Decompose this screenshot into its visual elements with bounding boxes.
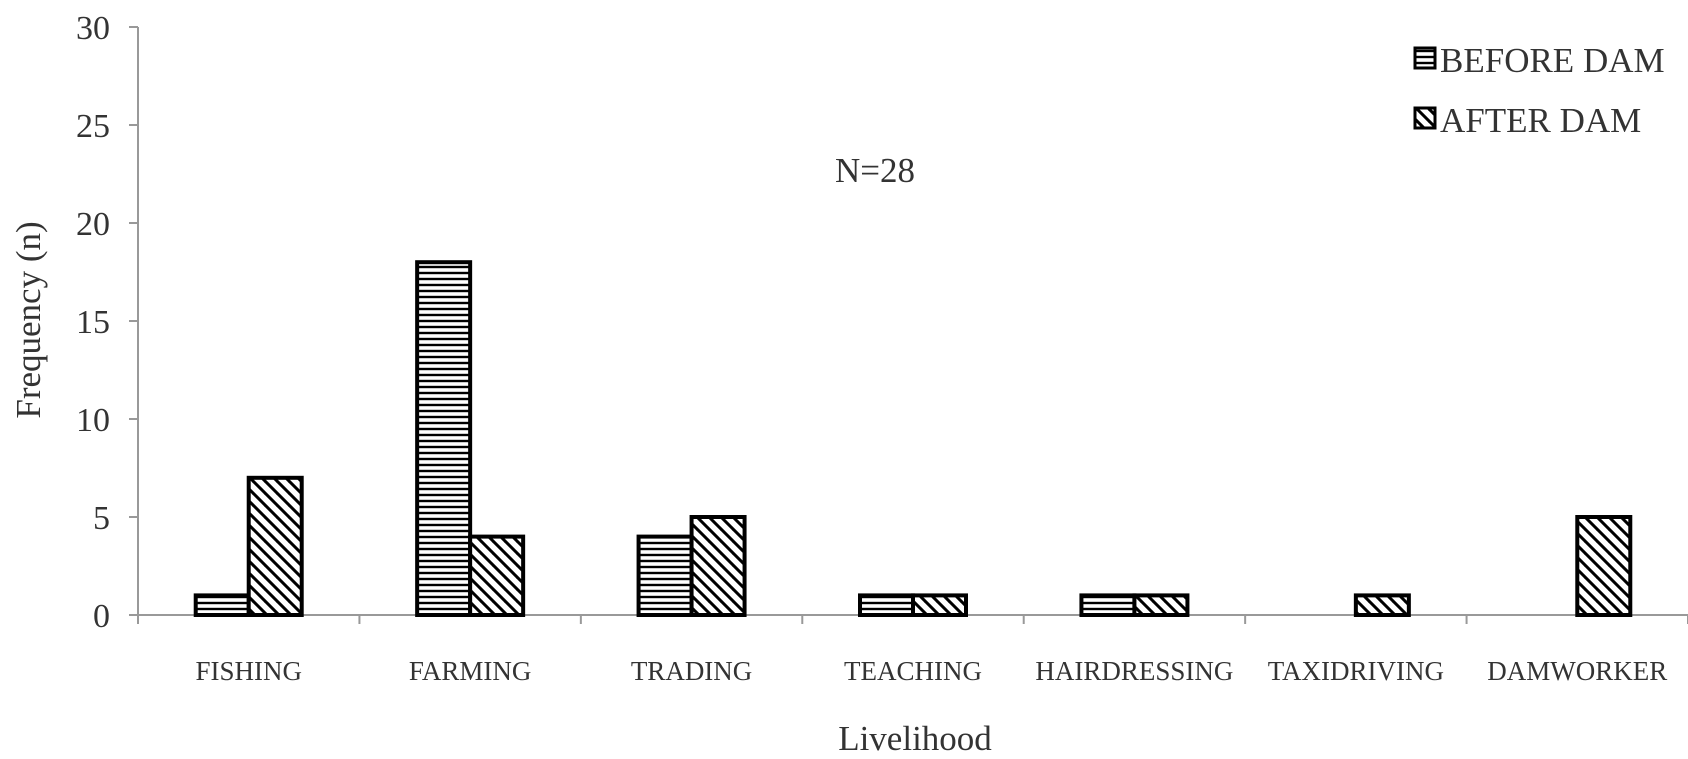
x-axis-ticks: FISHING FARMING TRADING TEACHING HAIRDRESSIN… bbox=[137, 615, 1688, 686]
legend-item-before: BEFORE DAM bbox=[1413, 41, 1665, 80]
y-tick-label: 25 bbox=[76, 108, 110, 145]
x-axis-title: Livelihood bbox=[838, 719, 992, 758]
y-tick-label: 5 bbox=[93, 500, 110, 537]
x-tick-label: FISHING bbox=[195, 656, 302, 686]
bar-before-dam bbox=[415, 260, 473, 617]
x-tick-label: HAIRDRESSING bbox=[1035, 656, 1233, 686]
y-axis-ticks: 0 5 10 15 20 25 30 bbox=[76, 10, 138, 635]
legend-label-after: AFTER DAM bbox=[1440, 101, 1641, 140]
y-tick-label: 20 bbox=[76, 206, 110, 243]
annotation-n: N=28 bbox=[835, 151, 915, 190]
bar-after-dam bbox=[689, 515, 747, 617]
legend-swatch-before bbox=[1413, 46, 1437, 70]
legend-item-after: AFTER DAM bbox=[1413, 101, 1641, 140]
x-tick-label: TRADING bbox=[631, 656, 753, 686]
bars bbox=[193, 260, 1633, 618]
bar-after-dam bbox=[1575, 515, 1633, 617]
x-tick-label: FARMING bbox=[409, 656, 532, 686]
legend-label-before: BEFORE DAM bbox=[1440, 41, 1665, 80]
y-tick-label: 30 bbox=[76, 10, 110, 47]
y-tick-label: 0 bbox=[93, 598, 110, 635]
bar-before-dam bbox=[193, 593, 251, 618]
legend: BEFORE DAM AFTER DAM bbox=[1413, 41, 1665, 140]
x-tick-label: DAMWORKER bbox=[1487, 656, 1667, 686]
bar-after-dam bbox=[1132, 593, 1190, 618]
bar-after-dam bbox=[468, 534, 526, 617]
y-tick-label: 15 bbox=[76, 304, 110, 341]
y-tick-label: 10 bbox=[76, 402, 110, 439]
bar-before-dam bbox=[636, 534, 694, 617]
bar-after-dam bbox=[246, 475, 304, 617]
x-tick-label: TEACHING bbox=[844, 656, 982, 686]
y-axis-title: Frequency (n) bbox=[9, 221, 48, 418]
bar-after-dam bbox=[911, 593, 968, 618]
x-tick-label: TAXIDRIVING bbox=[1268, 656, 1444, 686]
bar-before-dam bbox=[1079, 593, 1137, 618]
bar-before-dam bbox=[858, 593, 915, 618]
bar-after-dam bbox=[1353, 593, 1411, 618]
legend-swatch-after bbox=[1413, 106, 1437, 130]
